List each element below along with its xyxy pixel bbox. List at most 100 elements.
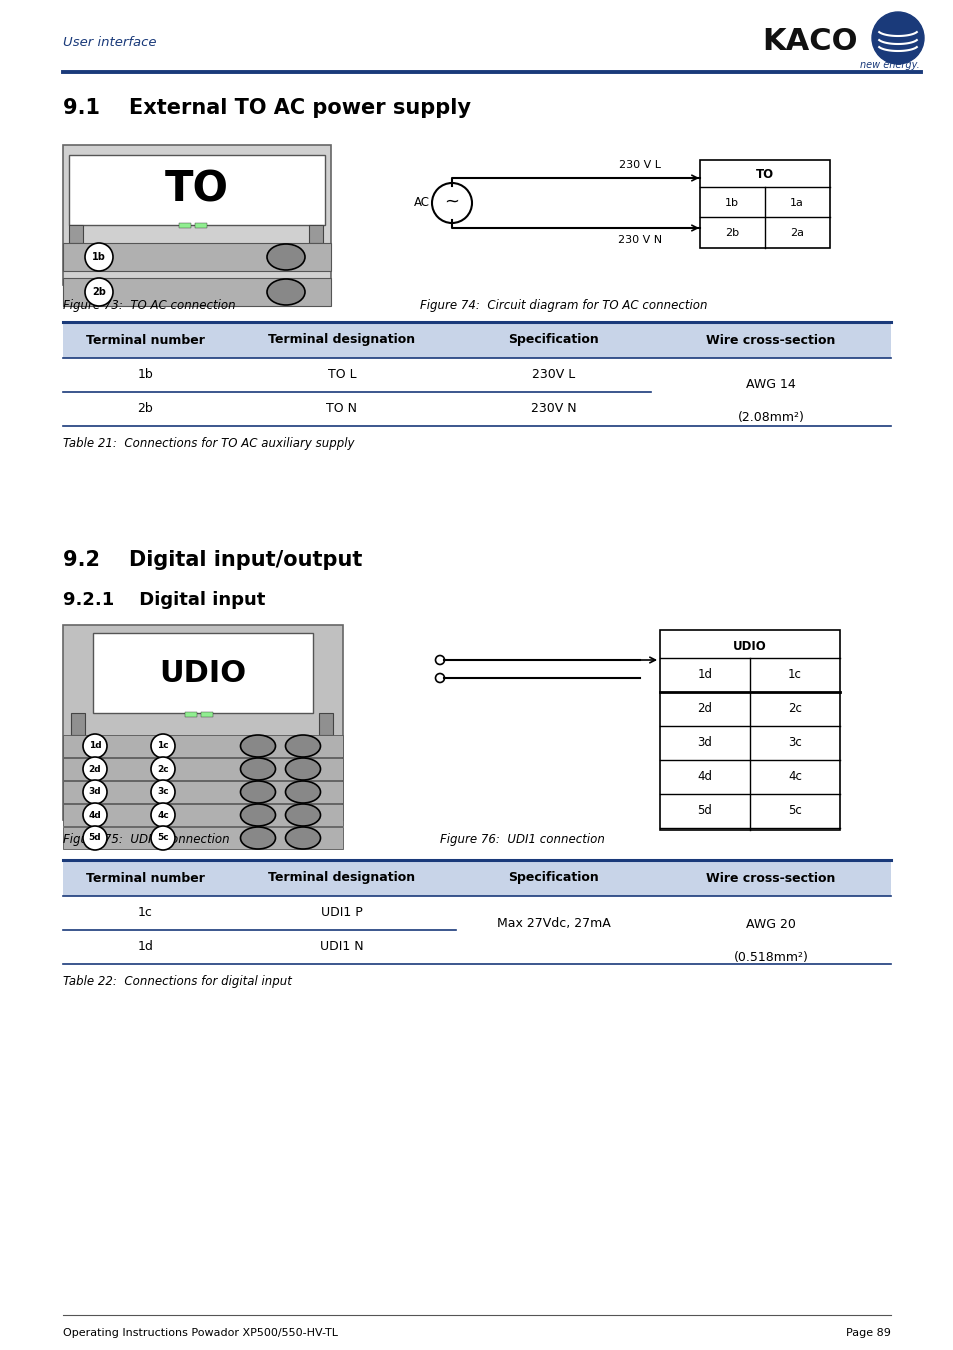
- FancyBboxPatch shape: [92, 633, 313, 713]
- Text: Figure 76:  UDI1 connection: Figure 76: UDI1 connection: [439, 833, 604, 846]
- Text: Table 22:  Connections for digital input: Table 22: Connections for digital input: [63, 976, 292, 988]
- Text: Figure 75:  UDIO connection: Figure 75: UDIO connection: [63, 833, 230, 846]
- Circle shape: [151, 780, 174, 805]
- Text: Max 27Vdc, 27mA: Max 27Vdc, 27mA: [497, 918, 610, 930]
- Text: Wire cross-section: Wire cross-section: [705, 872, 835, 884]
- Text: ~: ~: [444, 193, 459, 211]
- Text: 230 V N: 230 V N: [618, 235, 661, 244]
- FancyBboxPatch shape: [650, 323, 890, 358]
- Text: 9.1    External TO AC power supply: 9.1 External TO AC power supply: [63, 99, 471, 117]
- Text: 4d: 4d: [89, 810, 101, 819]
- Text: Page 89: Page 89: [845, 1328, 890, 1338]
- FancyBboxPatch shape: [63, 144, 331, 285]
- Text: 1b: 1b: [724, 198, 739, 208]
- Ellipse shape: [285, 757, 320, 780]
- Text: UDIO: UDIO: [159, 659, 246, 687]
- Text: 4d: 4d: [697, 771, 712, 783]
- FancyBboxPatch shape: [63, 782, 343, 803]
- Text: 1b: 1b: [137, 369, 153, 382]
- Text: KACO: KACO: [761, 27, 857, 57]
- Text: Terminal designation: Terminal designation: [268, 872, 416, 884]
- Text: 3c: 3c: [787, 737, 801, 749]
- Text: 5c: 5c: [787, 805, 801, 818]
- Ellipse shape: [285, 805, 320, 826]
- Circle shape: [83, 826, 107, 850]
- Circle shape: [435, 674, 444, 683]
- Text: Table 21:  Connections for TO AC auxiliary supply: Table 21: Connections for TO AC auxiliar…: [63, 437, 355, 451]
- Ellipse shape: [240, 828, 275, 849]
- Text: UDI1 P: UDI1 P: [321, 906, 362, 919]
- FancyBboxPatch shape: [318, 713, 333, 734]
- Text: 5d: 5d: [89, 833, 101, 842]
- Text: 1c: 1c: [787, 668, 801, 682]
- FancyBboxPatch shape: [63, 805, 343, 826]
- Text: 230 V L: 230 V L: [618, 161, 660, 170]
- Text: new energy.: new energy.: [860, 59, 919, 70]
- FancyBboxPatch shape: [194, 223, 207, 228]
- Circle shape: [83, 757, 107, 782]
- Circle shape: [432, 184, 472, 223]
- FancyBboxPatch shape: [201, 711, 213, 717]
- Text: UDIO: UDIO: [732, 640, 766, 652]
- FancyBboxPatch shape: [63, 734, 343, 757]
- Circle shape: [83, 734, 107, 757]
- Text: 1d: 1d: [697, 668, 712, 682]
- Text: User interface: User interface: [63, 35, 156, 49]
- Circle shape: [83, 803, 107, 828]
- Text: 2b: 2b: [92, 288, 106, 297]
- Text: 2b: 2b: [724, 228, 739, 238]
- Text: Figure 73:  TO AC connection: Figure 73: TO AC connection: [63, 298, 235, 312]
- Text: Specification: Specification: [508, 872, 598, 884]
- Text: 4c: 4c: [157, 810, 169, 819]
- FancyBboxPatch shape: [456, 323, 650, 358]
- FancyBboxPatch shape: [63, 828, 343, 849]
- FancyBboxPatch shape: [69, 225, 83, 243]
- FancyBboxPatch shape: [63, 860, 228, 896]
- FancyBboxPatch shape: [228, 860, 456, 896]
- FancyBboxPatch shape: [63, 278, 331, 306]
- Text: 2c: 2c: [157, 764, 169, 774]
- FancyBboxPatch shape: [185, 711, 196, 717]
- Text: 9.2    Digital input/output: 9.2 Digital input/output: [63, 549, 362, 570]
- Text: 1b: 1b: [92, 252, 106, 262]
- Text: 230V L: 230V L: [532, 369, 575, 382]
- Circle shape: [151, 803, 174, 828]
- Text: (2.08mm²): (2.08mm²): [737, 412, 803, 424]
- Ellipse shape: [240, 782, 275, 803]
- Text: 1c: 1c: [157, 741, 169, 751]
- Ellipse shape: [285, 734, 320, 757]
- FancyBboxPatch shape: [63, 757, 343, 780]
- FancyBboxPatch shape: [63, 243, 331, 271]
- FancyBboxPatch shape: [63, 625, 343, 819]
- Text: 9.2.1    Digital input: 9.2.1 Digital input: [63, 591, 265, 609]
- Text: 3d: 3d: [697, 737, 712, 749]
- Text: Terminal number: Terminal number: [86, 333, 205, 347]
- Text: UDI1 N: UDI1 N: [320, 941, 363, 953]
- FancyBboxPatch shape: [69, 155, 325, 225]
- Circle shape: [151, 734, 174, 757]
- FancyBboxPatch shape: [71, 713, 85, 734]
- Text: Specification: Specification: [508, 333, 598, 347]
- Text: TO: TO: [755, 167, 773, 181]
- FancyBboxPatch shape: [456, 860, 650, 896]
- Circle shape: [85, 243, 112, 271]
- Text: AC: AC: [414, 197, 430, 209]
- Text: 2d: 2d: [89, 764, 101, 774]
- Text: 1d: 1d: [89, 741, 101, 751]
- Text: Terminal number: Terminal number: [86, 872, 205, 884]
- FancyBboxPatch shape: [650, 860, 890, 896]
- FancyBboxPatch shape: [228, 323, 456, 358]
- FancyBboxPatch shape: [309, 225, 323, 243]
- Ellipse shape: [240, 757, 275, 780]
- Ellipse shape: [285, 782, 320, 803]
- Text: TO N: TO N: [326, 402, 357, 416]
- Text: 2a: 2a: [789, 228, 803, 238]
- Text: 1c: 1c: [138, 906, 152, 919]
- Circle shape: [435, 656, 444, 664]
- Text: Figure 74:  Circuit diagram for TO AC connection: Figure 74: Circuit diagram for TO AC con…: [419, 298, 707, 312]
- FancyBboxPatch shape: [659, 630, 840, 830]
- Text: 3d: 3d: [89, 787, 101, 796]
- Ellipse shape: [285, 828, 320, 849]
- Text: AWG 20: AWG 20: [745, 918, 795, 930]
- Ellipse shape: [240, 734, 275, 757]
